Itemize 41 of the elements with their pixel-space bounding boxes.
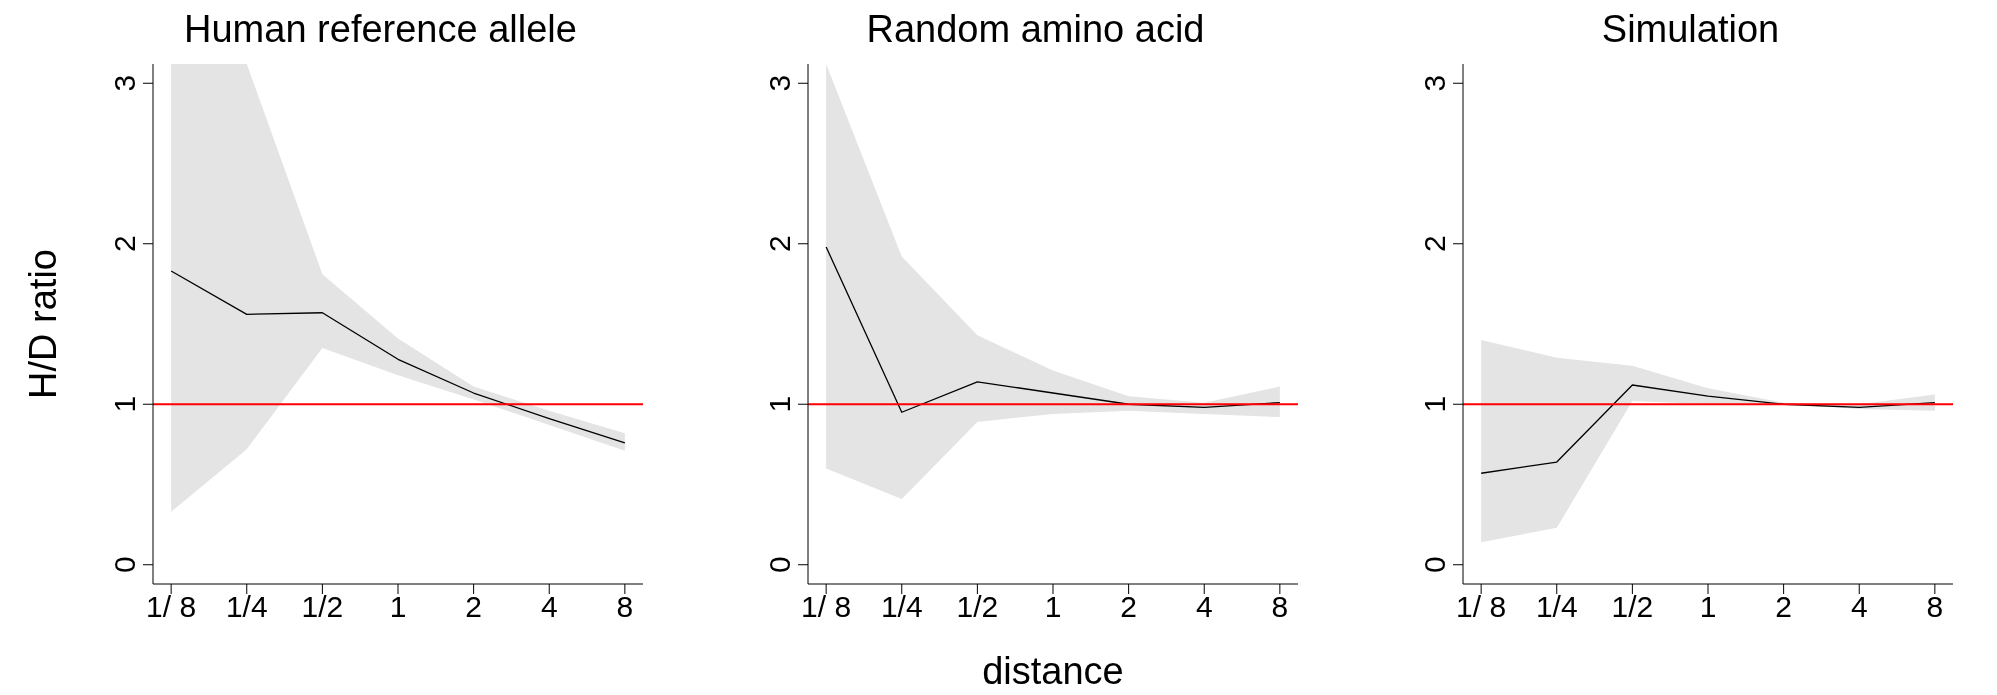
x-tick-label: 1/4 — [225, 590, 268, 624]
x-tick-label: 1/4 — [1535, 590, 1578, 624]
x-tick-label: 8 — [616, 590, 634, 624]
line-series — [170, 270, 626, 444]
x-tick-label: 1 — [1699, 590, 1717, 624]
y-tick-label: 0 — [763, 556, 796, 574]
x-tick-label: 2 — [1775, 590, 1792, 624]
y-tick-label: 2 — [763, 235, 796, 253]
chart-title: Human reference allele — [183, 8, 578, 52]
x-tick-label: 1/ 8 — [1456, 590, 1507, 624]
x-axis-title: distance — [982, 650, 1124, 692]
y-tick-label: 2 — [108, 235, 141, 253]
chart-title: Simulation — [1600, 8, 1781, 52]
chart-title: Random amino acid — [865, 8, 1206, 52]
x-tick-label: 4 — [1850, 590, 1868, 624]
line-series — [825, 246, 1281, 413]
y-axis-title: H/D ratio — [22, 249, 65, 399]
y-tick-label: 3 — [763, 74, 796, 92]
x-tick-label: 1/4 — [880, 590, 923, 624]
x-tick-label: 2 — [1120, 590, 1137, 624]
line-series — [1480, 384, 1936, 474]
y-tick-label: 3 — [1418, 74, 1451, 92]
y-tick-label: 3 — [108, 74, 141, 92]
x-tick-label: 1/2 — [301, 590, 344, 624]
x-tick-label: 8 — [1926, 590, 1944, 624]
x-tick-label: 8 — [1271, 590, 1289, 624]
x-tick-label: 1/ 8 — [801, 590, 852, 624]
x-tick-label: 4 — [540, 590, 558, 624]
y-tick-label: 1 — [763, 395, 796, 413]
x-tick-label: 1/ 8 — [146, 590, 197, 624]
x-tick-label: 1 — [389, 590, 407, 624]
x-tick-label: 1/2 — [956, 590, 999, 624]
y-tick-label: 0 — [1418, 556, 1451, 574]
y-tick-label: 1 — [108, 395, 141, 413]
y-tick-label: 0 — [108, 556, 141, 574]
y-tick-label: 1 — [1418, 395, 1451, 413]
x-tick-label: 1/2 — [1611, 590, 1654, 624]
y-tick-label: 2 — [1418, 235, 1451, 253]
x-tick-label: 2 — [465, 590, 482, 624]
x-tick-label: 1 — [1044, 590, 1062, 624]
x-tick-label: 4 — [1195, 590, 1213, 624]
